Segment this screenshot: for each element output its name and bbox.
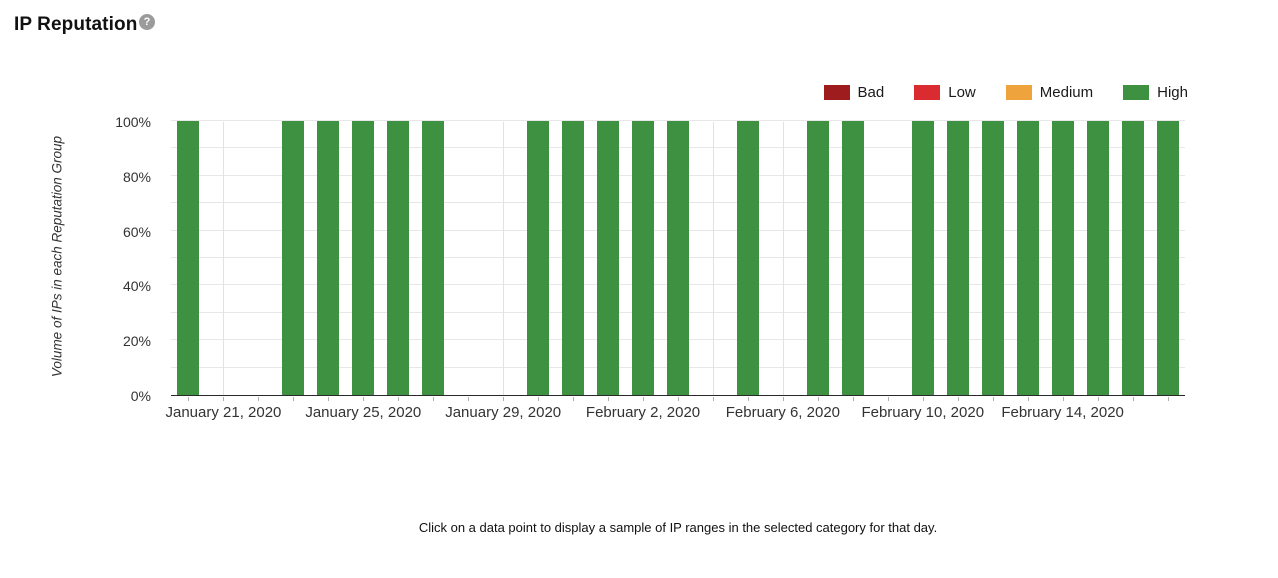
- vertical-gridline: [503, 122, 505, 395]
- x-axis-tick: [503, 397, 505, 401]
- x-axis-tick: [1132, 397, 1134, 401]
- bar-high-day-21[interactable]: [911, 121, 934, 395]
- x-axis-tick: [538, 397, 540, 401]
- bar-high-day-19[interactable]: [841, 121, 864, 395]
- legend-item-high[interactable]: High: [1123, 84, 1188, 101]
- x-axis-tick: [1027, 397, 1029, 401]
- page-title: IP Reputation: [14, 14, 138, 35]
- y-tick-label: 40%: [122, 278, 151, 295]
- bar-high-day-3[interactable]: [282, 121, 305, 395]
- y-tick-label: 60%: [122, 223, 151, 240]
- x-axis-tick: [1062, 397, 1064, 401]
- bar-high-day-0[interactable]: [177, 121, 200, 395]
- x-axis-tick: [363, 397, 365, 401]
- help-question-icon[interactable]: ?: [139, 14, 155, 30]
- y-axis-tick-labels: 0% 20% 40% 60% 80% 100%: [0, 114, 161, 404]
- y-tick-label: 80%: [122, 168, 151, 185]
- plot-area: [171, 120, 1185, 401]
- x-tick-label: February 6, 2020: [725, 404, 841, 421]
- vertical-gridline: [223, 122, 225, 395]
- x-axis-tick: [782, 397, 784, 401]
- x-tick-label: February 14, 2020: [1001, 404, 1124, 421]
- bar-high-day-6[interactable]: [387, 121, 410, 395]
- bar-high-day-27[interactable]: [1121, 121, 1144, 395]
- x-axis-tick: [992, 397, 994, 401]
- bar-high-day-11[interactable]: [562, 121, 585, 395]
- legend-label: Medium: [1039, 84, 1094, 101]
- x-axis-tick: [712, 397, 714, 401]
- bar-high-day-12[interactable]: [597, 121, 620, 395]
- x-axis-tick: [468, 397, 470, 401]
- x-tick-label: February 2, 2020: [585, 404, 701, 421]
- legend-label: High: [1157, 84, 1188, 101]
- bar-high-day-23[interactable]: [981, 121, 1004, 395]
- x-axis-tick: [922, 397, 924, 401]
- x-axis-tick: [817, 397, 819, 401]
- x-axis-tick: [433, 397, 435, 401]
- x-axis-tick-labels: January 21, 2020 January 25, 2020 January …: [165, 404, 1185, 424]
- legend-label: Low: [948, 84, 976, 101]
- bar-high-day-10[interactable]: [527, 121, 550, 395]
- y-tick-label: 20%: [122, 333, 151, 350]
- vertical-gridline: [782, 122, 784, 395]
- x-axis-tick: [747, 397, 749, 401]
- bar-high-day-16[interactable]: [736, 121, 759, 395]
- bar-high-day-13[interactable]: [632, 121, 655, 395]
- bar-high-day-26[interactable]: [1086, 121, 1109, 395]
- legend-swatch-medium: [1005, 85, 1032, 100]
- x-axis-tick: [852, 397, 854, 401]
- legend-swatch-high: [1123, 85, 1150, 100]
- x-axis-tick: [573, 397, 575, 401]
- horizontal-gridline: [171, 120, 1185, 121]
- bar-high-day-24[interactable]: [1016, 121, 1039, 395]
- x-axis-tick: [1097, 397, 1099, 401]
- bar-high-day-4[interactable]: [317, 121, 340, 395]
- x-tick-label: January 29, 2020: [445, 404, 562, 421]
- chart-caption: Click on a data point to display a sampl…: [418, 520, 938, 535]
- bar-high-day-28[interactable]: [1156, 121, 1179, 395]
- bar-high-day-14[interactable]: [667, 121, 689, 395]
- legend-item-bad[interactable]: Bad: [823, 84, 885, 101]
- x-axis-tick: [398, 397, 400, 401]
- bar-high-day-7[interactable]: [422, 121, 445, 395]
- x-axis-tick: [678, 397, 679, 401]
- legend-label: Bad: [857, 84, 885, 101]
- vertical-gridline: [712, 122, 714, 395]
- bar-high-day-18[interactable]: [806, 121, 829, 395]
- x-axis-tick: [328, 397, 330, 401]
- chart-legend: Bad Low Medium High: [823, 84, 1188, 101]
- x-axis-tick: [223, 397, 225, 401]
- x-tick-label: February 10, 2020: [861, 404, 985, 421]
- x-axis-tick: [258, 397, 260, 401]
- bar-high-day-25[interactable]: [1051, 121, 1074, 395]
- y-tick-label: 0%: [130, 388, 151, 404]
- legend-swatch-low: [914, 85, 941, 100]
- x-axis-tick: [188, 397, 190, 401]
- legend-item-low[interactable]: Low: [914, 84, 976, 101]
- legend-swatch-bad: [823, 85, 850, 100]
- x-axis-tick: [608, 397, 610, 401]
- legend-item-medium[interactable]: Medium: [1005, 84, 1094, 101]
- bar-high-day-5[interactable]: [352, 121, 375, 395]
- x-axis-tick: [957, 397, 959, 401]
- x-axis-tick: [1167, 397, 1169, 401]
- y-tick-label: 100%: [115, 114, 151, 130]
- x-tick-label: January 25, 2020: [305, 404, 422, 421]
- x-axis-tick: [643, 397, 645, 401]
- x-axis-tick: [887, 397, 889, 401]
- x-tick-label: January 21, 2020: [165, 404, 282, 421]
- bar-high-day-22[interactable]: [946, 121, 969, 395]
- x-axis-tick: [293, 397, 295, 401]
